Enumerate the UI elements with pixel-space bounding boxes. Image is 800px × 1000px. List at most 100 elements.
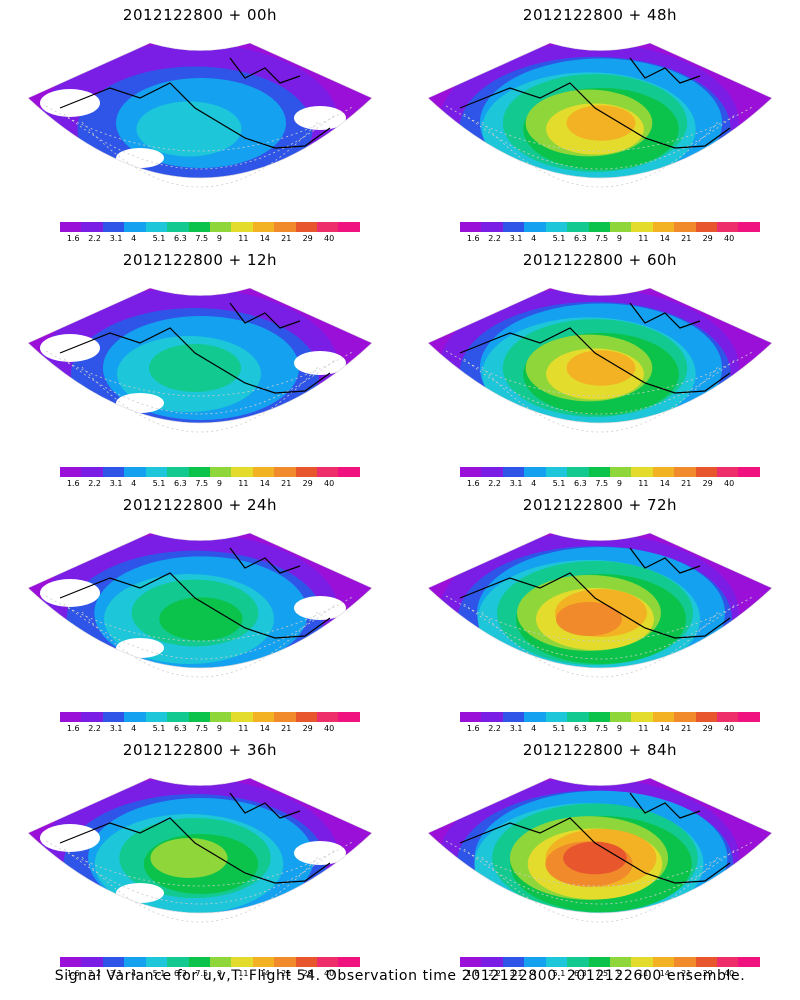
- colorbar-tick-label: 7.5: [195, 479, 209, 488]
- colorbar-segment: [167, 712, 189, 722]
- colorbar-segment: [524, 222, 546, 232]
- colorbar-segment: [588, 222, 610, 232]
- colorbar-tick-label: 11: [238, 479, 249, 488]
- colorbar-tick-label: 5.1: [552, 724, 566, 733]
- forecast-panel: 2012122800 + 72h 1.6 2.2 3.1 4 5.1 6.3 7.5 9 11 14…: [400, 490, 800, 735]
- variance-contour: [149, 344, 241, 392]
- colorbar-segment: [460, 957, 482, 967]
- colorbar-segment: [274, 957, 296, 967]
- colorbar-segment: [188, 467, 210, 477]
- colorbar-segment: [188, 712, 210, 722]
- variance-contour: [136, 101, 242, 157]
- colorbar-segment: [502, 467, 525, 477]
- colorbar-segment: [674, 467, 696, 477]
- colorbar-tick-label: 29: [302, 479, 313, 488]
- colorbar-tick-label: 1.6: [66, 969, 80, 978]
- panel-title: 2012122800 + 60h: [522, 251, 678, 269]
- missing-data-region: [116, 638, 164, 658]
- colorbar-segment: [717, 957, 739, 967]
- colorbar-tick-label: 7.5: [595, 234, 609, 243]
- colorbar-segment: [738, 222, 760, 232]
- latitude-line: [481, 366, 719, 433]
- colorbar-tick-label: 29: [302, 724, 313, 733]
- colorbar-tick-label: 2.2: [488, 479, 502, 488]
- colorbar-segment: [545, 712, 568, 722]
- colorbar-tick-label: 29: [302, 969, 313, 978]
- forecast-panel: 2012122800 + 60h 1.6 2.2 3.1 4 5.1 6.3 7.5 9 11 14…: [400, 245, 800, 490]
- colorbar-tick-label: 21: [281, 234, 292, 243]
- colorbar-tick-label: 6.3: [174, 969, 187, 978]
- colorbar-segment: [652, 957, 675, 967]
- colorbar-segment: [609, 467, 632, 477]
- colorbar-tick-label: 40: [324, 724, 335, 733]
- colorbar-segment: [209, 222, 232, 232]
- colorbar-segment: [60, 957, 82, 967]
- colorbar-segment: [209, 712, 232, 722]
- colorbar-tick-label: 9: [616, 724, 622, 733]
- colorbar-tick-label: 2.2: [488, 724, 502, 733]
- colorbar-segment: [567, 467, 589, 477]
- colorbar-tick-label: 6.3: [574, 479, 587, 488]
- colorbar-tick-label: 5.1: [552, 479, 566, 488]
- colorbar-segment: [717, 467, 739, 477]
- colorbar-ticks: 1.6 2.2 3.1 4 5.1 6.3 7.5 9 11 14 21 29 40: [454, 234, 754, 244]
- coastline: [459, 302, 731, 394]
- colorbar-segment: [717, 712, 739, 722]
- colorbar-segment: [124, 957, 146, 967]
- colorbar-segment: [338, 222, 360, 232]
- colorbar-segment: [231, 467, 253, 477]
- colorbar-segment: [524, 957, 546, 967]
- colorbar-segment: [338, 467, 360, 477]
- colorbar-segment: [252, 467, 275, 477]
- colorbar-ticks: 1.6 2.2 3.1 4 5.1 6.3 7.5 9 11 14 21 29 40: [54, 969, 354, 979]
- coastline: [59, 547, 331, 639]
- map-outline: [427, 777, 773, 914]
- colorbar-segment: [60, 467, 82, 477]
- colorbar-tick-label: 7.5: [195, 969, 209, 978]
- colorbar-segment: [317, 957, 339, 967]
- colorbar-segment: [609, 222, 632, 232]
- colorbar-segment: [102, 222, 125, 232]
- colorbar-segment: [545, 957, 568, 967]
- colorbar-tick-label: 3.1: [109, 234, 123, 243]
- colorbar-tick-label: 5.1: [552, 234, 566, 243]
- colorbar-segment: [295, 222, 318, 232]
- panel-title: 2012122800 + 84h: [522, 741, 678, 759]
- map-outline: [27, 42, 373, 179]
- missing-data-region: [294, 596, 346, 620]
- colorbar: [460, 222, 760, 232]
- forecast-map: [27, 42, 373, 188]
- colorbar-segment: [338, 712, 360, 722]
- colorbar-segment: [674, 957, 696, 967]
- colorbar-segment: [631, 222, 653, 232]
- variance-contour: [566, 105, 636, 141]
- colorbar-tick-label: 14: [659, 969, 670, 978]
- colorbar-segment: [231, 222, 253, 232]
- colorbar: [60, 222, 360, 232]
- colorbar-ticks: 1.6 2.2 3.1 4 5.1 6.3 7.5 9 11 14 21 29 40: [454, 479, 754, 489]
- colorbar-segment: [124, 712, 146, 722]
- colorbar-segment: [209, 467, 232, 477]
- colorbar-tick-label: 3.1: [509, 479, 523, 488]
- colorbar-tick-label: 4: [531, 969, 537, 978]
- colorbar-segment: [588, 957, 610, 967]
- forecast-map: [27, 777, 373, 923]
- missing-data-region: [116, 883, 164, 903]
- colorbar-segment: [738, 712, 760, 722]
- missing-data-region: [40, 579, 100, 607]
- map-container: [20, 28, 380, 218]
- colorbar-tick-label: 11: [238, 234, 249, 243]
- colorbar-segment: [231, 712, 253, 722]
- forecast-map: [427, 42, 773, 188]
- colorbar: [60, 957, 360, 967]
- colorbar-segment: [102, 467, 125, 477]
- colorbar-tick-label: 2.2: [488, 234, 502, 243]
- colorbar-segment: [295, 712, 318, 722]
- latitude-line: [463, 358, 737, 415]
- colorbar-segment: [60, 712, 82, 722]
- colorbar-tick-label: 3.1: [109, 479, 123, 488]
- latitude-line: [63, 603, 337, 660]
- colorbar-tick-label: 9: [216, 969, 222, 978]
- colorbar-segment: [145, 222, 168, 232]
- coastline: [459, 792, 731, 884]
